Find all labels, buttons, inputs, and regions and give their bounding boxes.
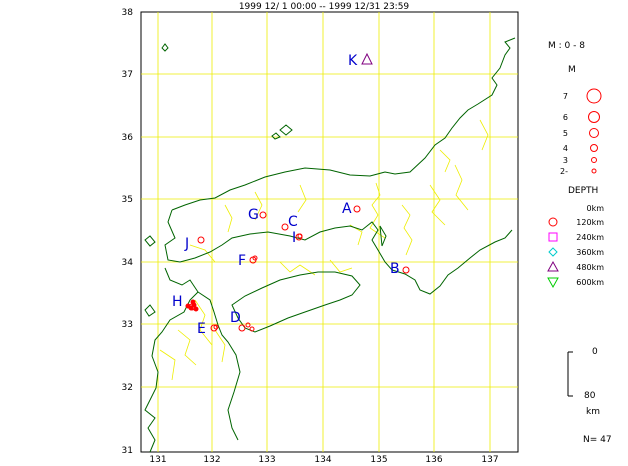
station-marker-circle: [402, 266, 410, 274]
event-marker: [252, 255, 258, 261]
magnitude-symbol: [590, 144, 598, 152]
depth-level-label: 0km: [586, 204, 604, 213]
lon-tick-label: 133: [258, 455, 275, 465]
station-marker-circle: [259, 211, 267, 219]
lon-tick-label: 137: [481, 455, 498, 465]
event-marker: [249, 326, 255, 332]
magnitude-level-label: 3: [563, 156, 568, 165]
station-marker-circle: [281, 223, 289, 231]
station-label-i: I: [292, 230, 296, 246]
depth-level-label: 600km: [576, 278, 604, 287]
lon-tick-label: 134: [314, 455, 331, 465]
event-marker: [193, 306, 199, 312]
station-label-j: J: [184, 236, 189, 252]
event-marker: [245, 322, 251, 328]
depth-symbol-square: [548, 232, 558, 242]
station-marker-circle: [210, 324, 218, 332]
event-marker: [188, 305, 194, 311]
lat-tick-label: 35: [122, 195, 133, 205]
lat-tick-label: 33: [122, 320, 133, 330]
station-label-g: G: [248, 207, 259, 223]
depth-symbol-triangle: [547, 260, 559, 272]
depth-legend: 0km 120km 240km 360km 480km 600km: [547, 204, 604, 289]
station-label-c: C: [288, 214, 298, 230]
station-marker-circle: [353, 205, 361, 213]
depth-level-label: 120km: [576, 218, 604, 227]
depth-symbol-triangle-down: [547, 277, 559, 289]
prefecture-borders: [159, 119, 489, 381]
scale-bottom-label: 80: [584, 391, 596, 401]
event-marker: [297, 233, 303, 239]
scale-unit-label: km: [586, 407, 600, 417]
magnitude-symbol: [589, 128, 599, 138]
scale-top-label: 0: [592, 347, 598, 357]
station-marker-circle: [238, 324, 246, 332]
depth-level-label: 480km: [576, 263, 604, 272]
station-label-k: K: [348, 53, 358, 69]
magnitude-legend-title: M : 0 - 8: [548, 41, 585, 51]
lat-tick-label: 31: [122, 446, 133, 456]
lat-tick-label: 32: [122, 383, 133, 393]
magnitude-legend-unit: M: [568, 65, 576, 75]
lat-tick-label: 37: [122, 70, 133, 80]
lon-tick-label: 136: [425, 455, 442, 465]
depth-symbol-diamond: [548, 247, 558, 257]
map-frame: [140, 11, 519, 453]
depth-legend-title: DEPTH: [568, 186, 598, 196]
depth-symbol-circle: [548, 217, 558, 227]
axis-labels: 38 37 36 35 34 33 32 31 131 132 133 134 135 136 137: [122, 8, 499, 465]
event-count: N= 47: [583, 435, 612, 445]
lat-tick-label: 34: [122, 258, 134, 268]
magnitude-level-label: 4: [563, 144, 568, 153]
coastlines: [144, 37, 516, 453]
event-marker: [213, 324, 219, 330]
magnitude-symbol: [586, 88, 602, 104]
station-label-b: B: [390, 261, 400, 277]
magnitude-level-label: 2-: [560, 167, 568, 176]
lon-tick-label: 132: [203, 455, 220, 465]
lon-tick-label: 131: [149, 455, 166, 465]
station-label-f: F: [238, 253, 246, 269]
depth-scale-bar: [567, 351, 573, 397]
depth-level-label: 360km: [576, 248, 604, 257]
station-marker-circle: [197, 236, 205, 244]
lon-tick-label: 135: [370, 455, 387, 465]
magnitude-legend: 7 6 5 4 3 2-: [560, 88, 602, 176]
lat-tick-label: 36: [122, 133, 134, 143]
station-markers: K A G C J I F B H D E: [172, 52, 410, 337]
magnitude-level-label: 5: [563, 129, 568, 138]
magnitude-level-label: 7: [563, 92, 568, 101]
magnitude-symbol: [591, 157, 597, 163]
station-label-d: D: [230, 310, 241, 326]
station-label-h: H: [172, 294, 183, 310]
magnitude-symbol: [591, 168, 597, 174]
station-marker-triangle: [361, 52, 373, 65]
magnitude-level-label: 6: [563, 113, 568, 122]
depth-level-label: 240km: [576, 233, 604, 242]
lat-tick-label: 38: [122, 8, 134, 18]
station-label-e: E: [197, 321, 206, 337]
magnitude-symbol: [588, 111, 600, 123]
station-label-a: A: [342, 201, 352, 217]
event-marker: [190, 299, 196, 305]
period-title: 1999 12/ 1 00:00 -- 1999 12/31 23:59: [239, 2, 410, 12]
